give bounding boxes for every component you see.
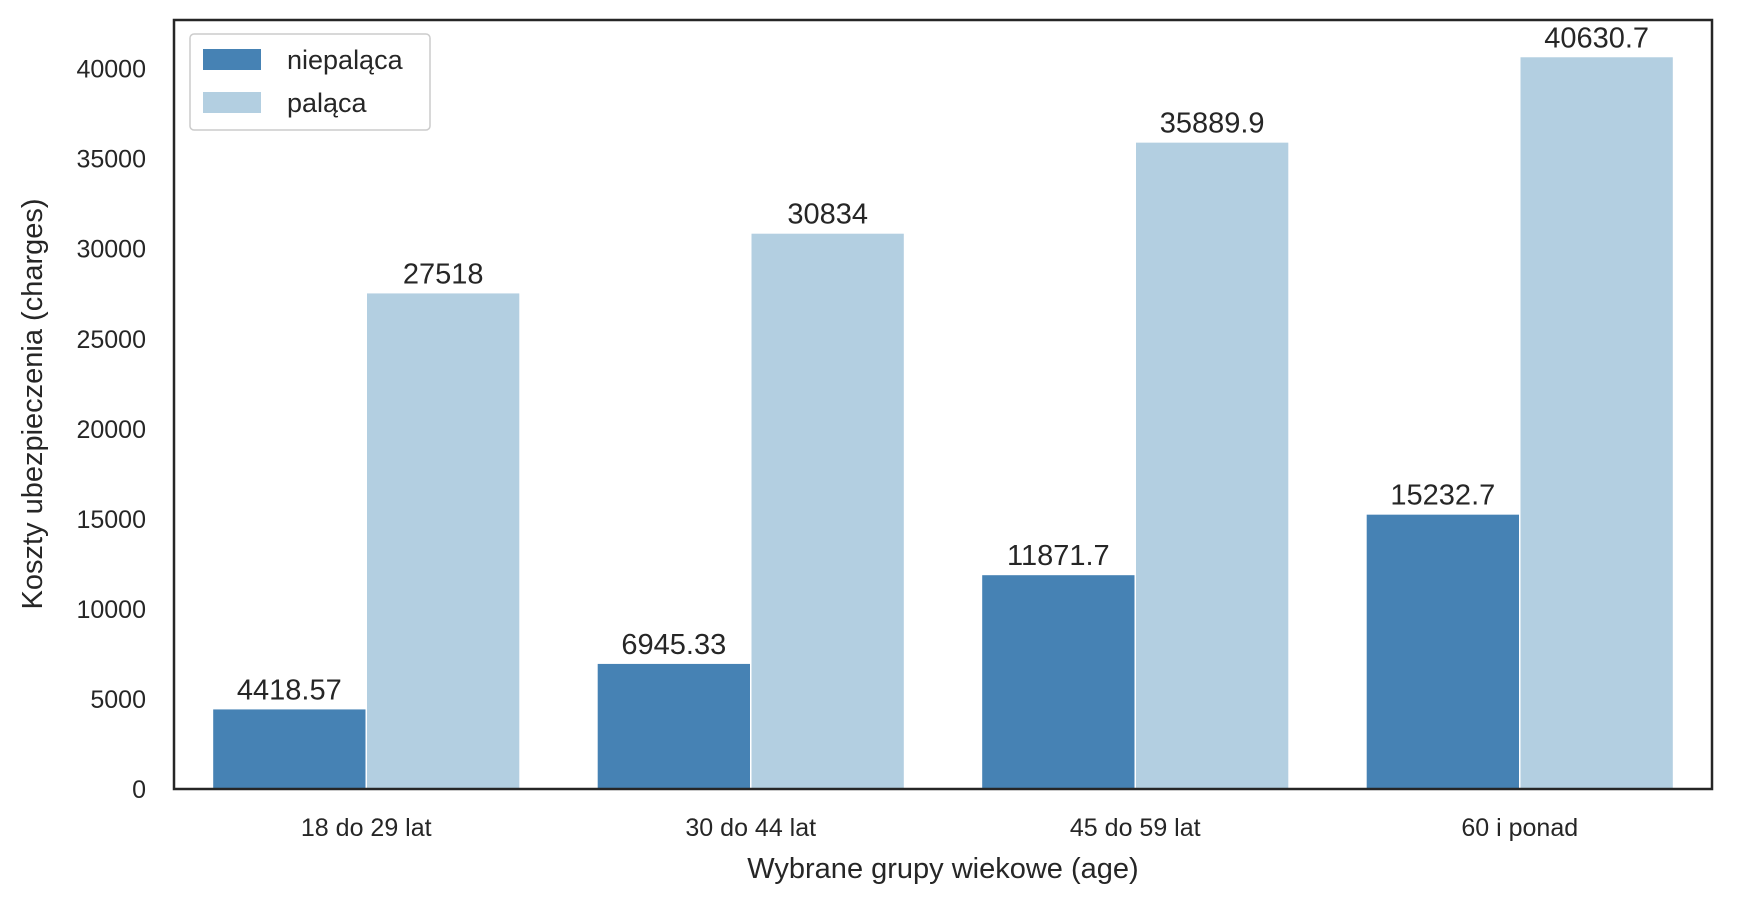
bar (982, 575, 1135, 789)
y-axis-label: Koszty ubezpieczenia (charges) (17, 198, 49, 609)
x-tick-label: 30 do 44 lat (685, 814, 816, 842)
y-tick-label: 5000 (90, 686, 146, 714)
bar (597, 663, 750, 789)
plot-frame (172, 18, 1714, 791)
bars-layer (213, 57, 1673, 789)
bar (213, 709, 366, 789)
bar (1136, 142, 1289, 789)
bar (367, 293, 520, 789)
bar-value-label: 40630.7 (1544, 22, 1649, 54)
legend: niepaląca paląca (189, 33, 431, 131)
x-axis-label: Wybrane grupy wiekowe (age) (747, 853, 1138, 885)
legend-swatch (203, 49, 261, 70)
y-tick-label: 20000 (76, 416, 146, 444)
x-tick-label: 18 do 29 lat (301, 814, 432, 842)
y-tick-label: 35000 (76, 146, 146, 174)
y-tick-label: 40000 (76, 56, 146, 84)
bar-labels-layer: 4418.57 27518 6945.33 30834 11871.7 35889.9 15… (237, 22, 1649, 706)
bar-value-label: 30834 (787, 199, 868, 231)
legend-label: niepaląca (287, 45, 404, 75)
bar (1366, 514, 1519, 789)
x-tick-label: 60 i ponad (1461, 814, 1578, 842)
x-axis-ticks: 18 do 29 lat 30 do 44 lat 45 do 59 lat 60 i… (301, 814, 1578, 842)
y-tick-label: 25000 (76, 326, 146, 354)
bar-value-label: 4418.57 (237, 674, 342, 706)
legend-swatch (203, 92, 261, 113)
y-tick-label: 0 (132, 776, 146, 804)
y-tick-label: 30000 (76, 236, 146, 264)
bar (1520, 57, 1673, 789)
bar (751, 233, 904, 789)
y-axis-ticks: 0 5000 10000 15000 20000 25000 30000 35000 40000 (76, 56, 146, 804)
y-tick-label: 15000 (76, 506, 146, 534)
x-tick-label: 45 do 59 lat (1070, 814, 1201, 842)
bar-value-label: 6945.33 (621, 629, 726, 661)
bar-value-label: 11871.7 (1007, 540, 1110, 572)
bar-value-label: 27518 (403, 258, 484, 290)
bar-value-label: 35889.9 (1160, 108, 1265, 140)
y-tick-label: 10000 (76, 596, 146, 624)
legend-label: paląca (287, 88, 368, 118)
bar-value-label: 15232.7 (1390, 480, 1495, 512)
